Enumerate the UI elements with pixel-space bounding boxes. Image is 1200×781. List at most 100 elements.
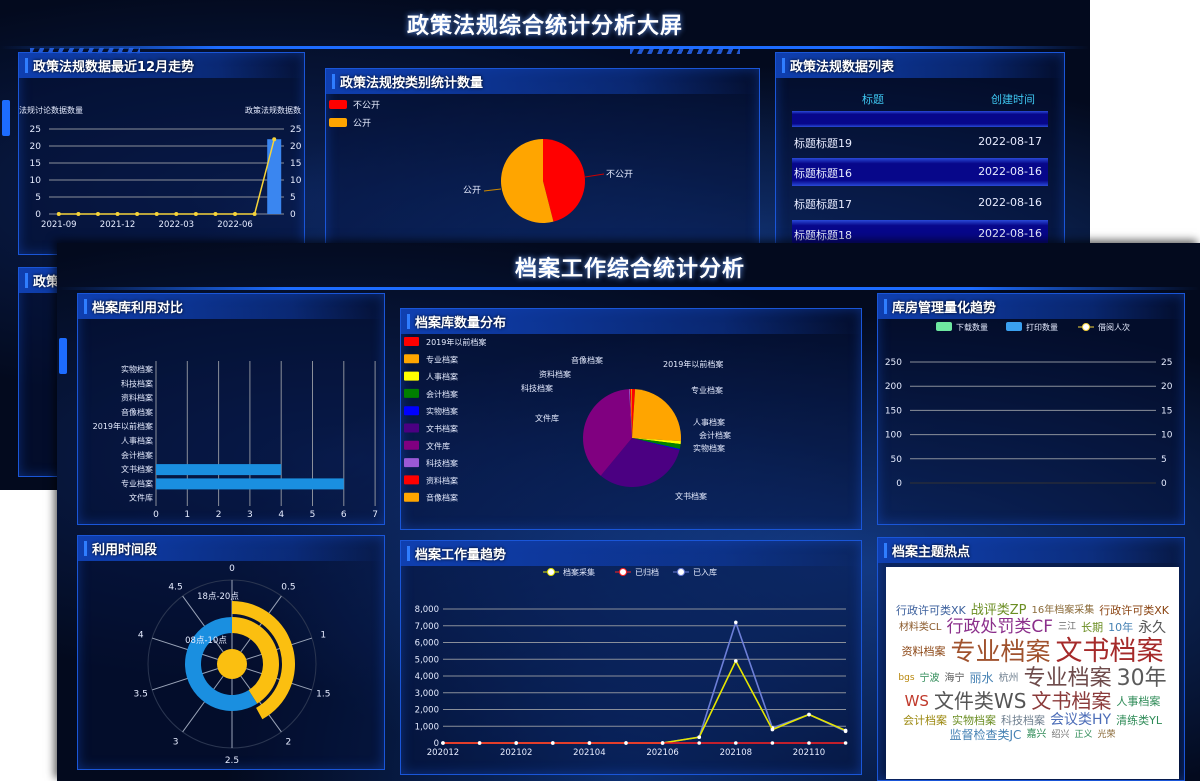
- legend-label: 已入库: [693, 567, 717, 577]
- pie-slice: [631, 389, 632, 438]
- table-row-partial[interactable]: [792, 111, 1048, 127]
- panel-header: 库房管理量化趋势: [878, 294, 1184, 319]
- table-row[interactable]: 标题标题17 2022-08-16: [792, 189, 1048, 217]
- y-tick-label: 0: [434, 739, 439, 749]
- y-tick-label: 2019年以前档案: [93, 421, 153, 431]
- spoke: [240, 595, 282, 653]
- data-point: [213, 212, 218, 216]
- series-line: [58, 139, 275, 215]
- archive-usage-panel: 档案库利用对比 0 1 2 3 4 5 6 7 文件库 专业档案 文书档案 会计档案 人事档案 2019年…: [77, 293, 385, 525]
- legend-dot: [1082, 323, 1090, 331]
- word-cloud-term: 30年: [1116, 666, 1167, 692]
- data-point: [477, 741, 482, 745]
- angle-tick-label: 0: [229, 564, 235, 574]
- angle-tick-label: 2: [286, 738, 292, 748]
- panel-header: 政策法规按类别统计数量: [326, 69, 759, 94]
- legend-label: 已归档: [635, 567, 659, 577]
- word-cloud-term: 丽水: [969, 671, 994, 686]
- data-point: [624, 741, 628, 745]
- data-point: [843, 728, 848, 733]
- data-point: [174, 212, 179, 216]
- data-point: [154, 212, 159, 216]
- word-cloud-term: 会计档案: [903, 713, 948, 727]
- x-tick-label: 7: [372, 510, 378, 520]
- spoke: [182, 675, 224, 733]
- column-header-date[interactable]: 创建时间: [991, 93, 1035, 106]
- legend-label: 下载数量: [956, 322, 988, 332]
- word-cloud-term: 科技档案: [1001, 713, 1046, 727]
- y-tick-right: 10: [1161, 431, 1173, 441]
- row-date: 2022-08-17: [978, 135, 1042, 148]
- legend-swatch: [936, 322, 952, 331]
- side-tab[interactable]: [59, 338, 67, 374]
- archive-dashboard-title: 档案工作综合统计分析: [514, 257, 746, 282]
- slice-label: 2019年以前档案: [663, 359, 723, 369]
- slice-label: 音像档案: [571, 355, 603, 365]
- legend-swatch: [404, 440, 419, 450]
- y-tick-label: 8,000: [415, 605, 439, 615]
- angle-tick-label: 3: [173, 738, 179, 748]
- row-title: 标题标题16: [794, 167, 852, 180]
- word-cloud-term: 行政许可类XK: [896, 604, 966, 618]
- y-tick-label: 5,000: [415, 655, 439, 665]
- y-tick-label: 6,000: [415, 639, 439, 649]
- legend-swatch: [1006, 322, 1022, 331]
- y-tick-left: 100: [885, 431, 902, 441]
- angle-tick-label: 4.5: [168, 582, 182, 592]
- side-tab[interactable]: [2, 100, 10, 136]
- data-point: [697, 741, 701, 745]
- word-cloud-term: 会议类HY: [1050, 712, 1112, 729]
- archive-usage-bar-chart: 0 1 2 3 4 5 6 7 文件库 专业档案 文书档案 会计档案 人事档案 2019年以前档案 音像档案…: [93, 361, 378, 520]
- legend-swatch: [404, 388, 419, 398]
- bar: [156, 478, 344, 490]
- y-tick-right: 25: [1161, 358, 1172, 368]
- y-tick-right: 10: [290, 176, 302, 186]
- y-tick-label: 专业档案: [121, 478, 153, 488]
- policy-list-panel: 政策法规数据列表 标题 创建时间 标题标题19 2022-08-17 标题标题16…: [775, 52, 1065, 252]
- legend-label: 档案采集: [563, 567, 595, 577]
- angle-tick-label: 1.5: [316, 690, 330, 700]
- word-cloud-term: 长期: [1081, 621, 1104, 635]
- word-cloud-term: 行政处罚类CF: [946, 617, 1054, 638]
- data-point: [56, 212, 61, 216]
- row-date: 2022-08-16: [978, 196, 1042, 209]
- y-tick-left: 250: [885, 358, 902, 368]
- y-tick-left: 200: [885, 382, 902, 392]
- x-tick-label: 1: [184, 510, 190, 520]
- y-tick-label: 3,000: [415, 689, 439, 699]
- legend-label: 公开: [353, 118, 371, 129]
- header-divider: [0, 46, 1090, 49]
- x-tick-label: 2021-09: [41, 220, 77, 230]
- data-point: [135, 212, 140, 216]
- label-line: [584, 173, 605, 178]
- word-cloud-term: 宁波: [919, 672, 940, 684]
- spoke: [151, 668, 218, 691]
- table-row[interactable]: 标题标题16 2022-08-16: [792, 158, 1048, 186]
- data-point: [807, 712, 811, 717]
- panel-header: 档案主题热点: [878, 538, 1184, 563]
- word-cloud-term: 实物档案: [952, 713, 997, 727]
- column-header-title[interactable]: 标题: [862, 93, 884, 106]
- slice-label: 公开: [463, 185, 481, 196]
- policy-category-panel: 政策法规按类别统计数量 不公开 公开 不公开 公开: [325, 68, 760, 258]
- table-row[interactable]: 标题标题19 2022-08-17: [792, 128, 1048, 156]
- word-cloud-term: 材料类CL: [898, 621, 942, 633]
- panel-title: 政策法规数据列表: [790, 60, 895, 75]
- y-tick-left: 50: [891, 455, 903, 465]
- data-point: [807, 741, 811, 745]
- spoke: [182, 595, 224, 653]
- word-cloud-term: 海宁: [944, 672, 965, 684]
- row-date: 2022-08-16: [978, 227, 1042, 240]
- pie-slice: [543, 139, 585, 222]
- legend-label: 2019年以前档案: [426, 337, 486, 347]
- slice-label: 人事档案: [693, 417, 725, 427]
- x-tick-label: 202102: [500, 748, 532, 758]
- spoke: [151, 637, 218, 660]
- legend-dot: [677, 568, 685, 576]
- word-cloud-term: 文书档案: [1031, 689, 1112, 714]
- panel-title: 利用时间段: [92, 543, 158, 558]
- legend-label: 文书档案: [426, 424, 458, 434]
- legend-swatch: [404, 371, 419, 381]
- data-point: [233, 212, 238, 216]
